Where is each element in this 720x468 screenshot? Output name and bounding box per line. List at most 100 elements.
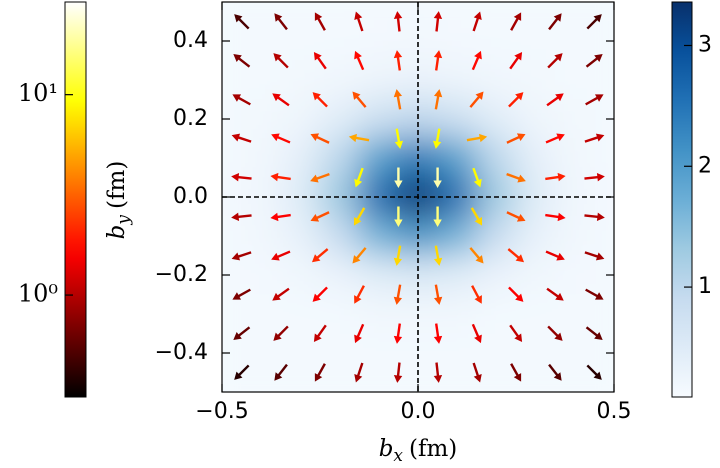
arrow (354, 11, 364, 32)
density-cell (437, 372, 478, 392)
density-cell (593, 216, 614, 256)
arrow (585, 54, 603, 68)
y-label-subscript: y (114, 215, 134, 226)
y-tick-label: 0.2 (173, 106, 208, 131)
arrow (310, 133, 330, 144)
arrow (508, 92, 524, 108)
density-cell (222, 21, 243, 61)
arrow (233, 54, 251, 68)
arrow (313, 51, 327, 70)
arrow (234, 364, 250, 380)
arrow (393, 89, 403, 110)
arrow (586, 14, 602, 30)
density-cell (319, 21, 360, 61)
arrow (584, 251, 605, 261)
density-cell (280, 2, 321, 22)
density-cell (358, 60, 399, 100)
density-cell (358, 255, 399, 295)
y-tick-label: −0.4 (155, 340, 208, 365)
arrow (471, 50, 482, 71)
density-cell (319, 138, 360, 178)
density-cell (280, 99, 321, 139)
arrow (393, 362, 403, 383)
density-cell (554, 2, 595, 22)
density-cell (241, 99, 282, 139)
arrow (231, 251, 252, 261)
arrow (312, 92, 328, 108)
arrow (354, 285, 365, 304)
colorbar-tick-label: 10¹ (18, 79, 58, 107)
density-cell (222, 99, 243, 139)
arrow (354, 167, 364, 188)
x-label-unit: (fm) (409, 436, 457, 462)
arrow (472, 362, 482, 383)
x-tick-label: 0.5 (597, 399, 632, 424)
density-cell (280, 372, 321, 392)
density-cell (222, 138, 243, 178)
x-tick-label: 0.0 (401, 399, 436, 424)
density-cell (358, 2, 399, 22)
arrow (313, 324, 327, 343)
density-cell (241, 372, 282, 392)
density-cell (222, 60, 243, 100)
arrow (433, 89, 443, 110)
density-cell (476, 333, 517, 373)
arrow (509, 51, 523, 70)
arrow (393, 50, 403, 71)
arrow (548, 13, 562, 31)
arrow (471, 323, 482, 344)
colorbar-tick-label: 2 (698, 153, 712, 178)
arrow (394, 206, 403, 227)
density-cell (437, 2, 478, 22)
arrow (433, 167, 442, 188)
arrow (546, 93, 564, 107)
arrow (585, 288, 604, 300)
arrow (310, 211, 330, 222)
colorbar-tick-label: 3 (698, 32, 712, 57)
density-cell (554, 372, 595, 392)
density-cell (358, 138, 399, 178)
arrow (472, 167, 482, 188)
arrow (394, 128, 404, 149)
arrow (234, 14, 250, 30)
density-cell (319, 333, 360, 373)
density-cell (222, 294, 243, 334)
arrow (509, 324, 523, 343)
arrow (270, 212, 291, 222)
density-cell (319, 2, 360, 22)
arrow (274, 363, 288, 381)
arrow (433, 50, 443, 71)
arrow (545, 133, 565, 144)
arrow-colorbar (64, 1, 87, 398)
arrow (394, 167, 403, 188)
x-label-subscript: x (393, 446, 403, 466)
density-cell (593, 333, 614, 373)
density-cell (476, 138, 517, 178)
axes: −0.5 0.0 0.5 −0.4 −0.2 0.0 0.2 0.4 (155, 2, 632, 424)
density-cell (437, 60, 478, 100)
arrow (393, 284, 403, 305)
density-cell (476, 372, 517, 392)
density-cell (241, 2, 282, 22)
arrow (348, 133, 370, 143)
arrow (548, 363, 562, 381)
arrow (469, 91, 484, 108)
density-cell (554, 138, 595, 178)
arrow (433, 323, 443, 344)
arrow (232, 288, 251, 300)
arrow (271, 250, 291, 261)
arrow (231, 133, 252, 143)
x-label-symbol: b (379, 436, 394, 462)
arrow (353, 207, 366, 226)
arrow (506, 133, 526, 144)
density-cell (358, 294, 399, 334)
arrow (508, 286, 524, 302)
y-tick-label: −0.2 (155, 262, 208, 287)
density-cell (515, 2, 556, 22)
density-cell (437, 21, 478, 61)
density-cell (593, 294, 614, 334)
arrow (432, 128, 442, 149)
arrow (470, 207, 483, 226)
density-cell (593, 177, 614, 217)
arrow (354, 362, 364, 383)
